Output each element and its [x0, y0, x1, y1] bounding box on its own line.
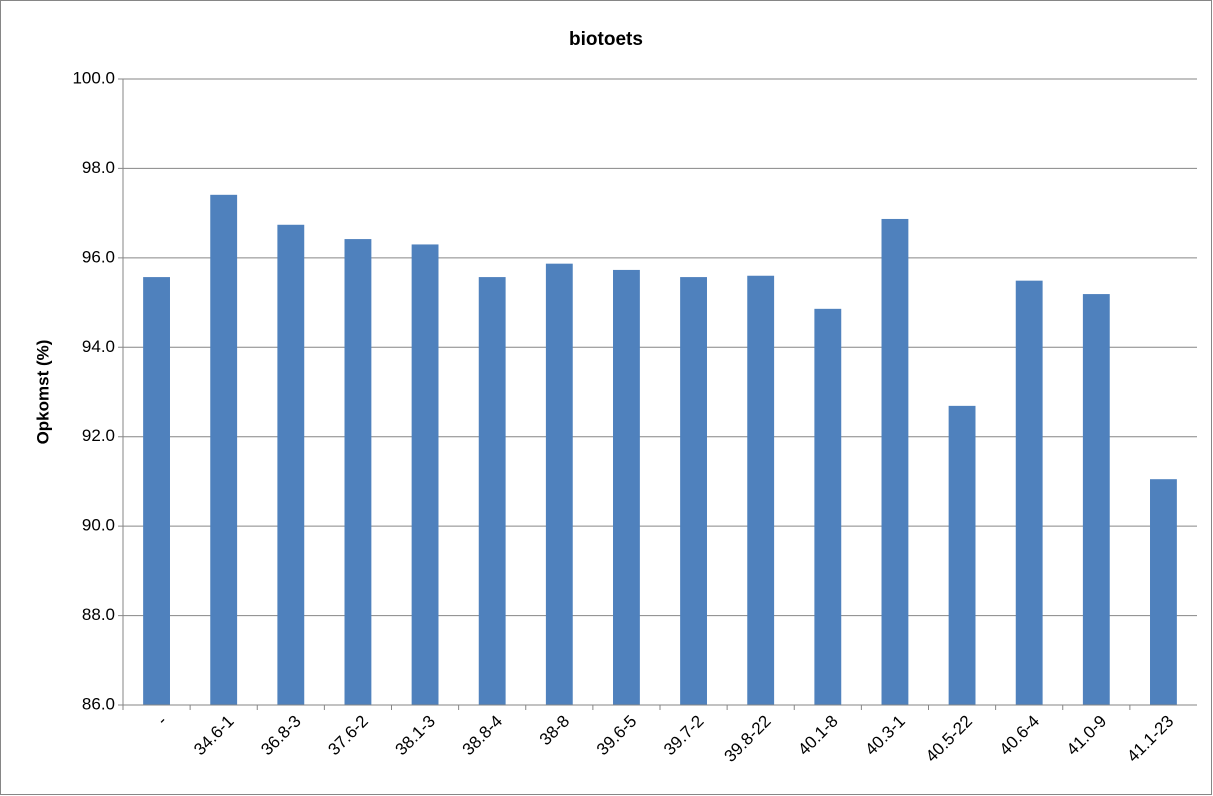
bar [344, 239, 372, 705]
bar [613, 269, 640, 705]
y-tick-label: 96.0 [82, 247, 115, 266]
y-tick-label: 100.0 [72, 68, 115, 87]
y-tick-label: 90.0 [82, 516, 115, 535]
chart-title: biotoets [569, 29, 643, 50]
bar [814, 308, 842, 705]
y-tick-label: 86.0 [82, 694, 115, 713]
bar [1015, 280, 1043, 705]
bar [1082, 294, 1110, 705]
y-tick-label: 92.0 [82, 426, 115, 445]
y-tick-label: 88.0 [82, 605, 115, 624]
bar [948, 405, 976, 705]
y-axis-label: Opkomst (%) [33, 340, 52, 445]
y-tick-label: 94.0 [82, 337, 115, 356]
bar [545, 263, 573, 705]
bar [881, 218, 909, 705]
bar [411, 244, 439, 705]
y-tick-label: 98.0 [82, 158, 115, 177]
bar [143, 277, 170, 705]
bar [747, 275, 775, 705]
bar [277, 224, 305, 706]
bar [210, 194, 238, 705]
bar [1150, 479, 1177, 705]
bar [680, 277, 707, 705]
bar [478, 277, 506, 705]
